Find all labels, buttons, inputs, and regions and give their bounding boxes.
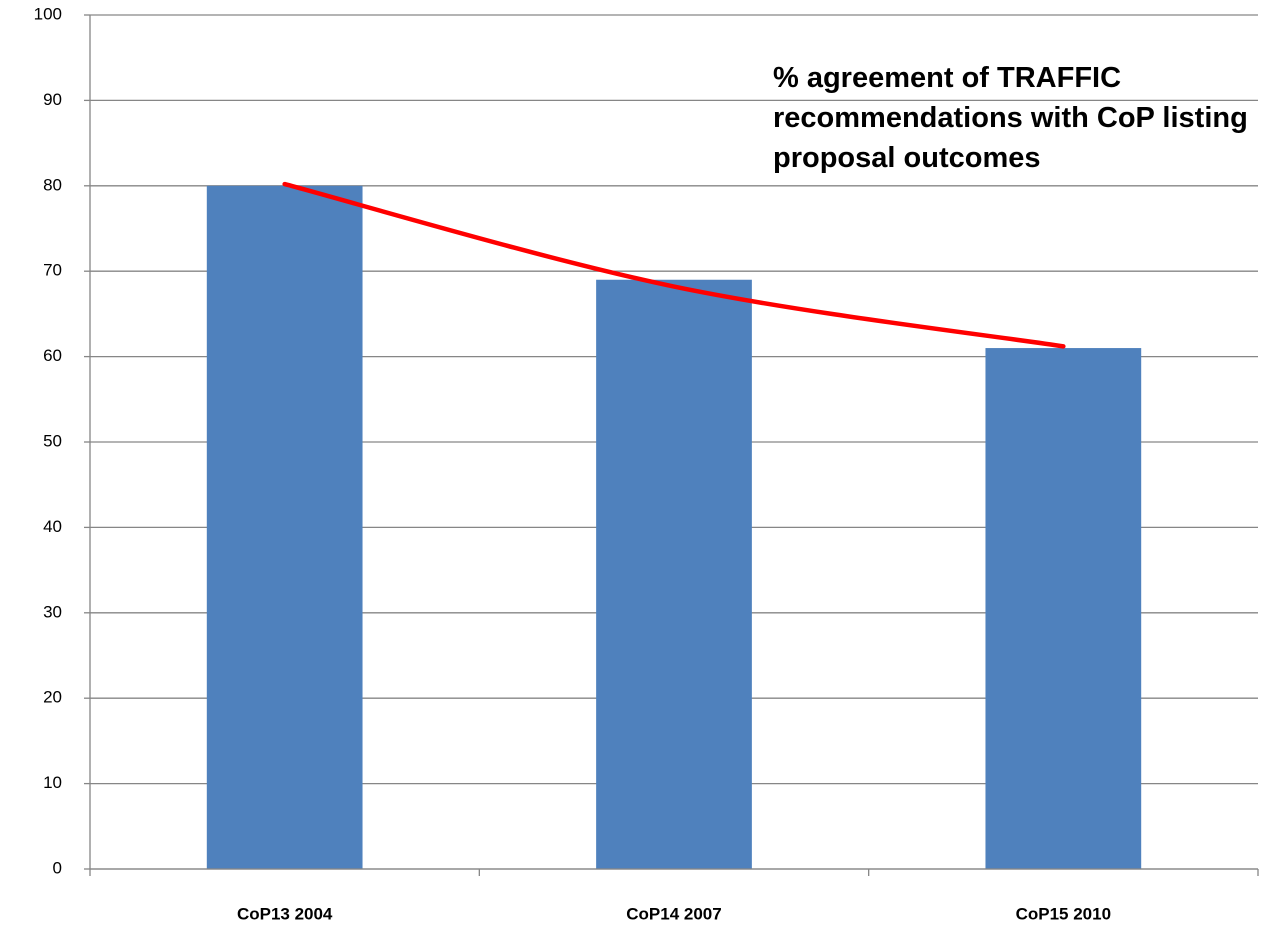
y-tick-label: 40: [43, 517, 62, 536]
y-tick-label: 50: [43, 431, 62, 450]
x-tick-label: CoP14 2007: [626, 904, 721, 923]
bar: [985, 348, 1142, 869]
trendline: [282, 181, 1066, 349]
y-tick-label: 70: [43, 261, 62, 280]
y-tick-label: 30: [43, 602, 62, 621]
y-tick-label: 80: [43, 175, 62, 194]
y-tick-label: 0: [53, 858, 62, 877]
bar: [206, 185, 363, 870]
y-tick-label: 20: [43, 688, 62, 707]
bar: [596, 279, 752, 869]
y-tick-label: 100: [34, 4, 62, 23]
y-tick-label: 60: [43, 346, 62, 365]
y-tick-label: 10: [43, 773, 62, 792]
x-tick-label: CoP15 2010: [1016, 904, 1111, 923]
x-tick-label: CoP13 2004: [237, 904, 333, 923]
y-tick-label: 90: [43, 90, 62, 109]
chart-title: % agreement of TRAFFIC recommendations w…: [773, 62, 1248, 174]
